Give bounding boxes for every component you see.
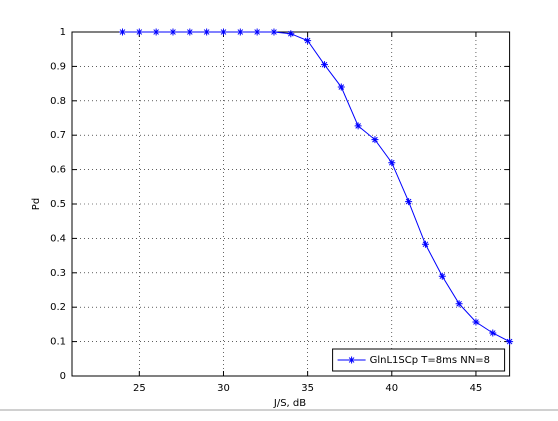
plot-area	[72, 32, 510, 376]
data-point	[388, 159, 396, 167]
y-tick-label: 0	[60, 371, 66, 382]
y-tick-label: 0.8	[50, 96, 66, 107]
data-point	[169, 28, 177, 36]
y-tick-label: 0.4	[50, 233, 66, 244]
data-point	[472, 318, 480, 326]
legend-box	[332, 348, 506, 372]
data-point	[236, 28, 244, 36]
x-tick-label: 30	[217, 383, 230, 394]
y-tick-label: 0.2	[50, 302, 66, 313]
data-point	[135, 28, 143, 36]
y-axis-label: Pd	[31, 198, 42, 210]
legend-label: GlnL1SCp T=8ms NN=8	[370, 355, 490, 366]
x-tick-label: 25	[133, 383, 146, 394]
data-point	[354, 122, 362, 130]
data-point	[186, 28, 194, 36]
x-axis-label: J/S, dB	[273, 398, 306, 409]
data-point	[118, 28, 126, 36]
data-point	[320, 61, 328, 69]
data-point	[337, 83, 345, 91]
y-tick-label: 0.3	[50, 268, 66, 279]
y-tick-label: 0.6	[50, 165, 66, 176]
data-point	[253, 28, 261, 36]
y-tick-label: 0.7	[50, 130, 66, 141]
y-tick-label: 0.5	[50, 199, 66, 210]
data-point	[421, 240, 429, 248]
x-tick-label: 40	[385, 383, 398, 394]
y-tick-label: 0.1	[50, 337, 66, 348]
x-tick-label: 45	[470, 383, 483, 394]
data-point	[219, 28, 227, 36]
data-point	[405, 198, 413, 206]
data-point	[489, 329, 497, 337]
data-point	[203, 28, 211, 36]
data-point	[371, 136, 379, 144]
legend-marker	[348, 356, 356, 364]
x-tick-label: 35	[301, 383, 314, 394]
data-point	[506, 338, 514, 346]
y-tick-label: 0.9	[50, 61, 66, 72]
data-point	[455, 300, 463, 308]
y-tick-label: 1	[60, 27, 66, 38]
data-point	[304, 37, 312, 45]
data-point	[270, 28, 278, 36]
data-point	[152, 28, 160, 36]
data-point	[438, 272, 446, 280]
data-point	[287, 30, 295, 38]
